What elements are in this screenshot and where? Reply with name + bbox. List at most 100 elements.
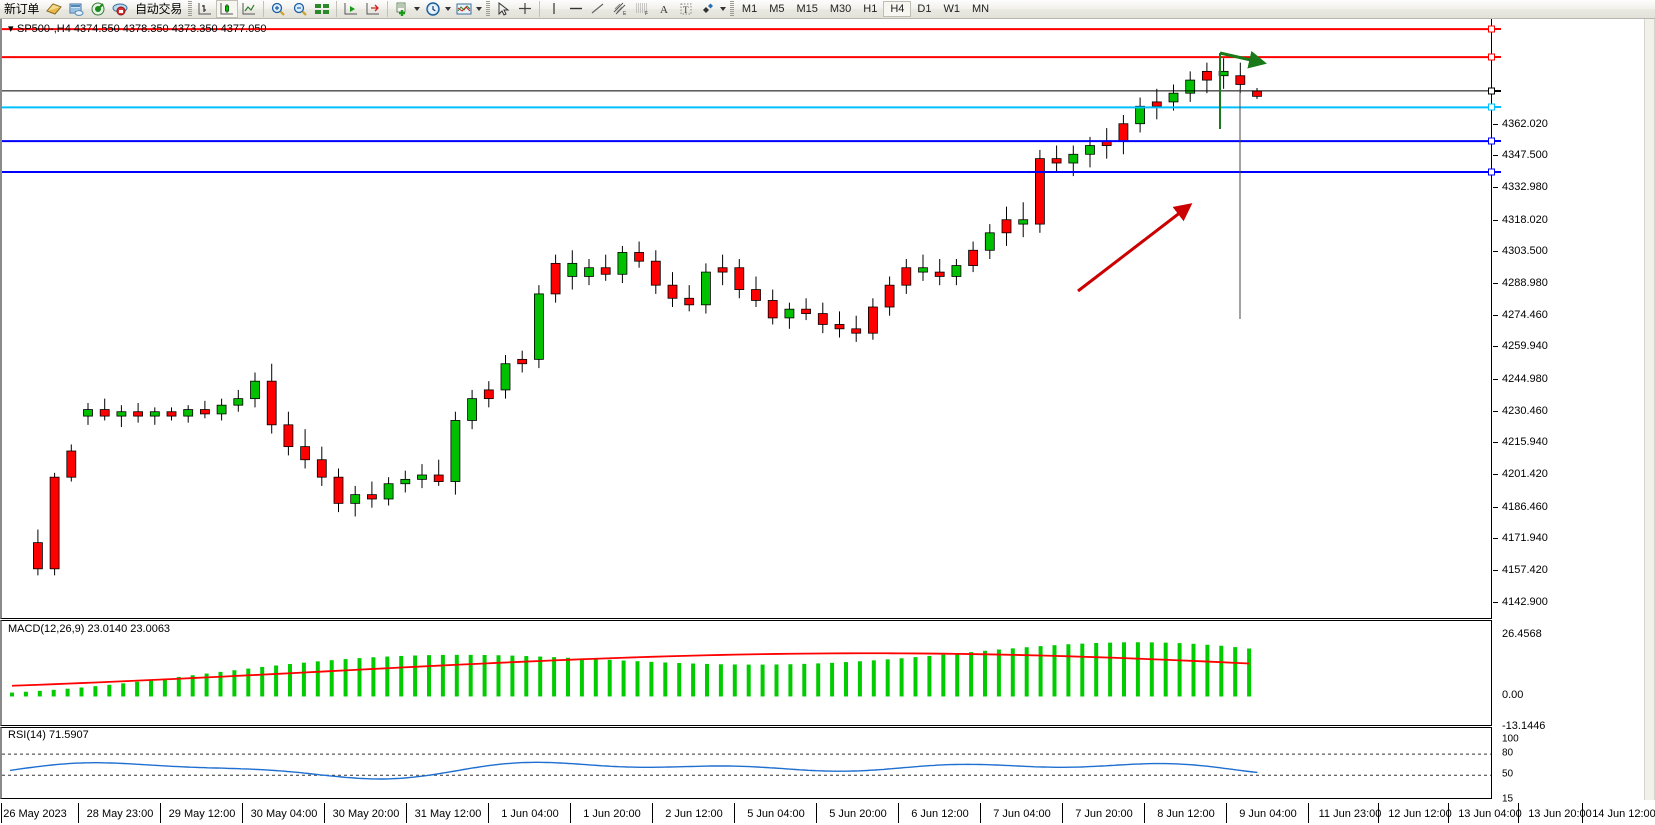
time-separator xyxy=(1518,803,1519,823)
timeframe-m30[interactable]: M30 xyxy=(829,3,852,15)
time-axis: 26 May 2023 28 May 23:00 29 May 12:00 30 Ma… xyxy=(0,800,1655,825)
price-tick-label: 4318.020 xyxy=(1502,213,1548,226)
time-tick-label: 30 May 04:00 xyxy=(250,808,318,820)
rsi-pane[interactable]: RSI(14) 71.5907 xyxy=(0,727,1492,799)
auto-trading-button[interactable]: 自动交易 xyxy=(135,1,182,16)
auto-scroll-icon[interactable] xyxy=(340,0,362,18)
time-separator xyxy=(898,803,899,823)
price-level-handle[interactable] xyxy=(1488,168,1495,176)
crosshair-icon[interactable] xyxy=(514,0,536,18)
price-chart-canvas xyxy=(2,28,1491,576)
timeframe-h4[interactable]: H4 xyxy=(883,1,912,17)
time-separator xyxy=(160,803,161,823)
time-separator xyxy=(1378,803,1379,823)
time-separator xyxy=(980,803,981,823)
objects-icon[interactable] xyxy=(697,0,719,18)
chart-shift-icon[interactable] xyxy=(362,0,384,18)
chart-window[interactable]: ▾ SP500-,H4 4374.550 4378.350 4373.350 43… xyxy=(0,19,1655,825)
time-tick-label: 7 Jun 04:00 xyxy=(993,808,1051,820)
macd-pane[interactable]: MACD(12,26,9) 23.0140 23.0063 xyxy=(0,620,1492,726)
toolbar-divider-2 xyxy=(335,1,337,17)
price-tick-label: 4303.500 xyxy=(1502,245,1548,258)
templates-dropdown-icon[interactable] xyxy=(475,0,484,18)
time-separator xyxy=(1144,803,1145,823)
indicators-dropdown-icon[interactable] xyxy=(413,0,422,18)
price-tick-mark xyxy=(1493,283,1498,285)
macd-canvas xyxy=(10,642,1252,697)
candlestick-chart-icon[interactable] xyxy=(215,0,238,18)
price-tag-4354-014[interactable] xyxy=(1494,140,1501,143)
toolbar-divider xyxy=(262,1,264,17)
price-tag-4377-050[interactable] xyxy=(1494,89,1501,92)
price-tag-4339-852[interactable] xyxy=(1494,171,1501,174)
time-tick-label: 31 May 12:00 xyxy=(414,808,482,820)
toolbar-divider-4 xyxy=(538,1,540,17)
navigator-icon[interactable] xyxy=(87,0,109,18)
price-pane[interactable]: ▾ SP500-,H4 4374.550 4378.350 4373.350 43… xyxy=(0,19,1492,619)
time-tick-label: 13 Jun 20:00 xyxy=(1528,808,1592,820)
templates-icon[interactable] xyxy=(453,0,475,18)
timeframe-mn[interactable]: MN xyxy=(971,3,990,15)
indicators-icon[interactable] xyxy=(391,0,413,18)
time-separator xyxy=(324,803,325,823)
rsi-label: RSI(14) 71.5907 xyxy=(8,729,89,741)
time-tick-label: 1 Jun 04:00 xyxy=(501,808,559,820)
terminal-icon[interactable] xyxy=(109,0,131,18)
price-axis[interactable]: 4362.020 4347.500 4332.980 4318.020 4303.500… xyxy=(1488,19,1655,805)
time-tick-label: 1 Jun 20:00 xyxy=(583,808,641,820)
vertical-scrollbar[interactable] xyxy=(1644,19,1654,800)
timeframe-m15[interactable]: M15 xyxy=(796,3,818,15)
toolbar-grip-2[interactable] xyxy=(485,1,490,17)
price-level-handle[interactable] xyxy=(1488,103,1495,111)
timeframe-m1[interactable]: M1 xyxy=(741,3,758,15)
scroll-shift-icon[interactable] xyxy=(311,0,333,18)
period-icon[interactable] xyxy=(422,0,444,18)
price-tick-mark xyxy=(1493,570,1498,572)
time-tick-label: 7 Jun 20:00 xyxy=(1075,808,1133,820)
market-watch-icon[interactable] xyxy=(65,0,87,18)
timeframe-m5[interactable]: M5 xyxy=(769,3,785,15)
price-level-handle[interactable] xyxy=(1488,25,1495,33)
trendline-icon[interactable] xyxy=(587,0,609,18)
vertical-line-icon[interactable] xyxy=(543,0,565,18)
time-separator xyxy=(1062,803,1063,823)
price-tick-mark xyxy=(1493,346,1498,348)
toolbar-grip-3[interactable] xyxy=(729,1,734,17)
price-level-handle[interactable] xyxy=(1488,87,1495,95)
macd-label: MACD(12,26,9) 23.0140 23.0063 xyxy=(8,623,171,635)
price-tick-label: 4288.980 xyxy=(1502,277,1548,290)
new-order-icon[interactable] xyxy=(43,0,65,18)
price-tag-4405-352[interactable] xyxy=(1494,28,1501,31)
price-tag-4392-518[interactable] xyxy=(1494,56,1501,59)
objects-dropdown-icon[interactable] xyxy=(719,0,728,18)
rsi-tick-label: 80 xyxy=(1502,747,1514,759)
equidistant-channel-icon[interactable]: E xyxy=(609,0,631,18)
zoom-out-icon[interactable] xyxy=(289,0,311,18)
horizontal-line-icon[interactable] xyxy=(565,0,587,18)
time-tick-label: 8 Jun 12:00 xyxy=(1157,808,1215,820)
price-tick-label: 4171.940 xyxy=(1502,532,1548,545)
timeframe-h1[interactable]: H1 xyxy=(863,3,878,15)
price-level-handle[interactable] xyxy=(1488,137,1495,145)
timeframe-w1[interactable]: W1 xyxy=(943,3,960,15)
price-tick-label: 4244.980 xyxy=(1502,373,1548,386)
timeframe-d1[interactable]: D1 xyxy=(917,3,932,15)
time-separator xyxy=(242,803,243,823)
new-order-button[interactable]: 新订单 xyxy=(4,1,40,16)
period-dropdown-icon[interactable] xyxy=(444,0,453,18)
bar-chart-icon[interactable] xyxy=(194,0,216,18)
cursor-icon[interactable] xyxy=(492,0,514,18)
price-level-handle[interactable] xyxy=(1488,53,1495,61)
toolbar-grip[interactable] xyxy=(187,1,192,17)
price-tick-label: 4259.940 xyxy=(1502,340,1548,353)
price-tick-mark xyxy=(1493,379,1498,381)
time-separator xyxy=(488,803,489,823)
svg-text:T: T xyxy=(683,5,689,15)
text-icon[interactable]: A xyxy=(653,0,675,18)
price-tick-mark xyxy=(1493,251,1498,253)
line-chart-icon[interactable] xyxy=(238,0,260,18)
fibonacci-icon[interactable]: F xyxy=(631,0,653,18)
price-tag-4369-504[interactable] xyxy=(1494,106,1501,109)
label-icon[interactable]: T xyxy=(675,0,697,18)
zoom-in-icon[interactable] xyxy=(267,0,289,18)
